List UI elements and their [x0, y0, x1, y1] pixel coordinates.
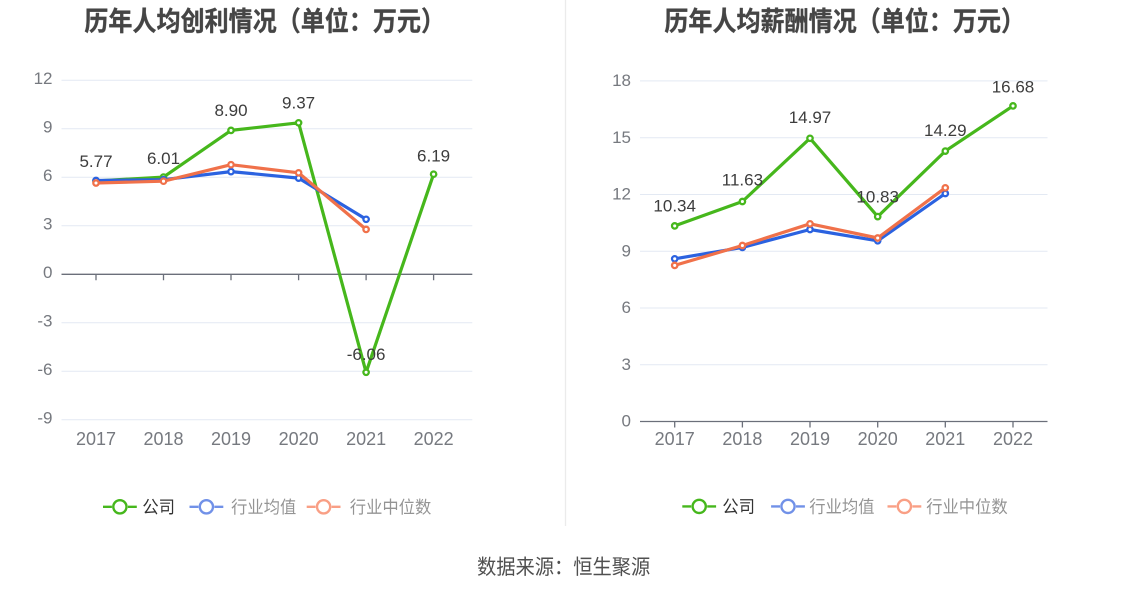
svg-text:14.97: 14.97	[789, 108, 832, 127]
svg-text:9: 9	[622, 241, 631, 260]
svg-text:2017: 2017	[76, 429, 116, 449]
svg-text:2021: 2021	[346, 429, 386, 449]
svg-text:8.90: 8.90	[214, 101, 247, 120]
svg-text:0: 0	[43, 263, 52, 282]
svg-text:12: 12	[612, 185, 631, 204]
svg-text:3: 3	[43, 215, 52, 234]
svg-text:2020: 2020	[858, 429, 898, 449]
svg-text:-3: -3	[37, 312, 52, 331]
svg-text:6.01: 6.01	[147, 149, 180, 168]
svg-text:6: 6	[43, 166, 52, 185]
svg-text:2019: 2019	[211, 429, 251, 449]
svg-text:-6: -6	[37, 360, 52, 379]
svg-text:3: 3	[622, 355, 631, 374]
svg-text:18: 18	[612, 71, 631, 90]
svg-text:2022: 2022	[993, 429, 1033, 449]
svg-text:2020: 2020	[279, 429, 319, 449]
svg-text:10.83: 10.83	[856, 188, 899, 207]
svg-text:-6.06: -6.06	[347, 345, 386, 364]
svg-text:2017: 2017	[655, 429, 695, 449]
svg-text:16.68: 16.68	[992, 78, 1035, 97]
svg-text:6: 6	[622, 298, 631, 317]
svg-text:6.19: 6.19	[417, 147, 450, 166]
svg-text:0: 0	[622, 412, 631, 431]
svg-text:-9: -9	[37, 409, 52, 428]
svg-text:2021: 2021	[925, 429, 965, 449]
svg-text:9: 9	[43, 118, 52, 137]
svg-text:2018: 2018	[143, 429, 183, 449]
svg-text:5.77: 5.77	[79, 152, 112, 171]
svg-text:14.29: 14.29	[924, 121, 967, 140]
svg-text:2018: 2018	[722, 429, 762, 449]
svg-text:2019: 2019	[790, 429, 830, 449]
svg-text:15: 15	[612, 128, 631, 147]
svg-text:12: 12	[34, 69, 53, 88]
svg-text:2022: 2022	[414, 429, 454, 449]
svg-text:11.63: 11.63	[722, 171, 763, 190]
svg-text:9.37: 9.37	[282, 94, 315, 113]
svg-text:10.34: 10.34	[653, 197, 696, 216]
